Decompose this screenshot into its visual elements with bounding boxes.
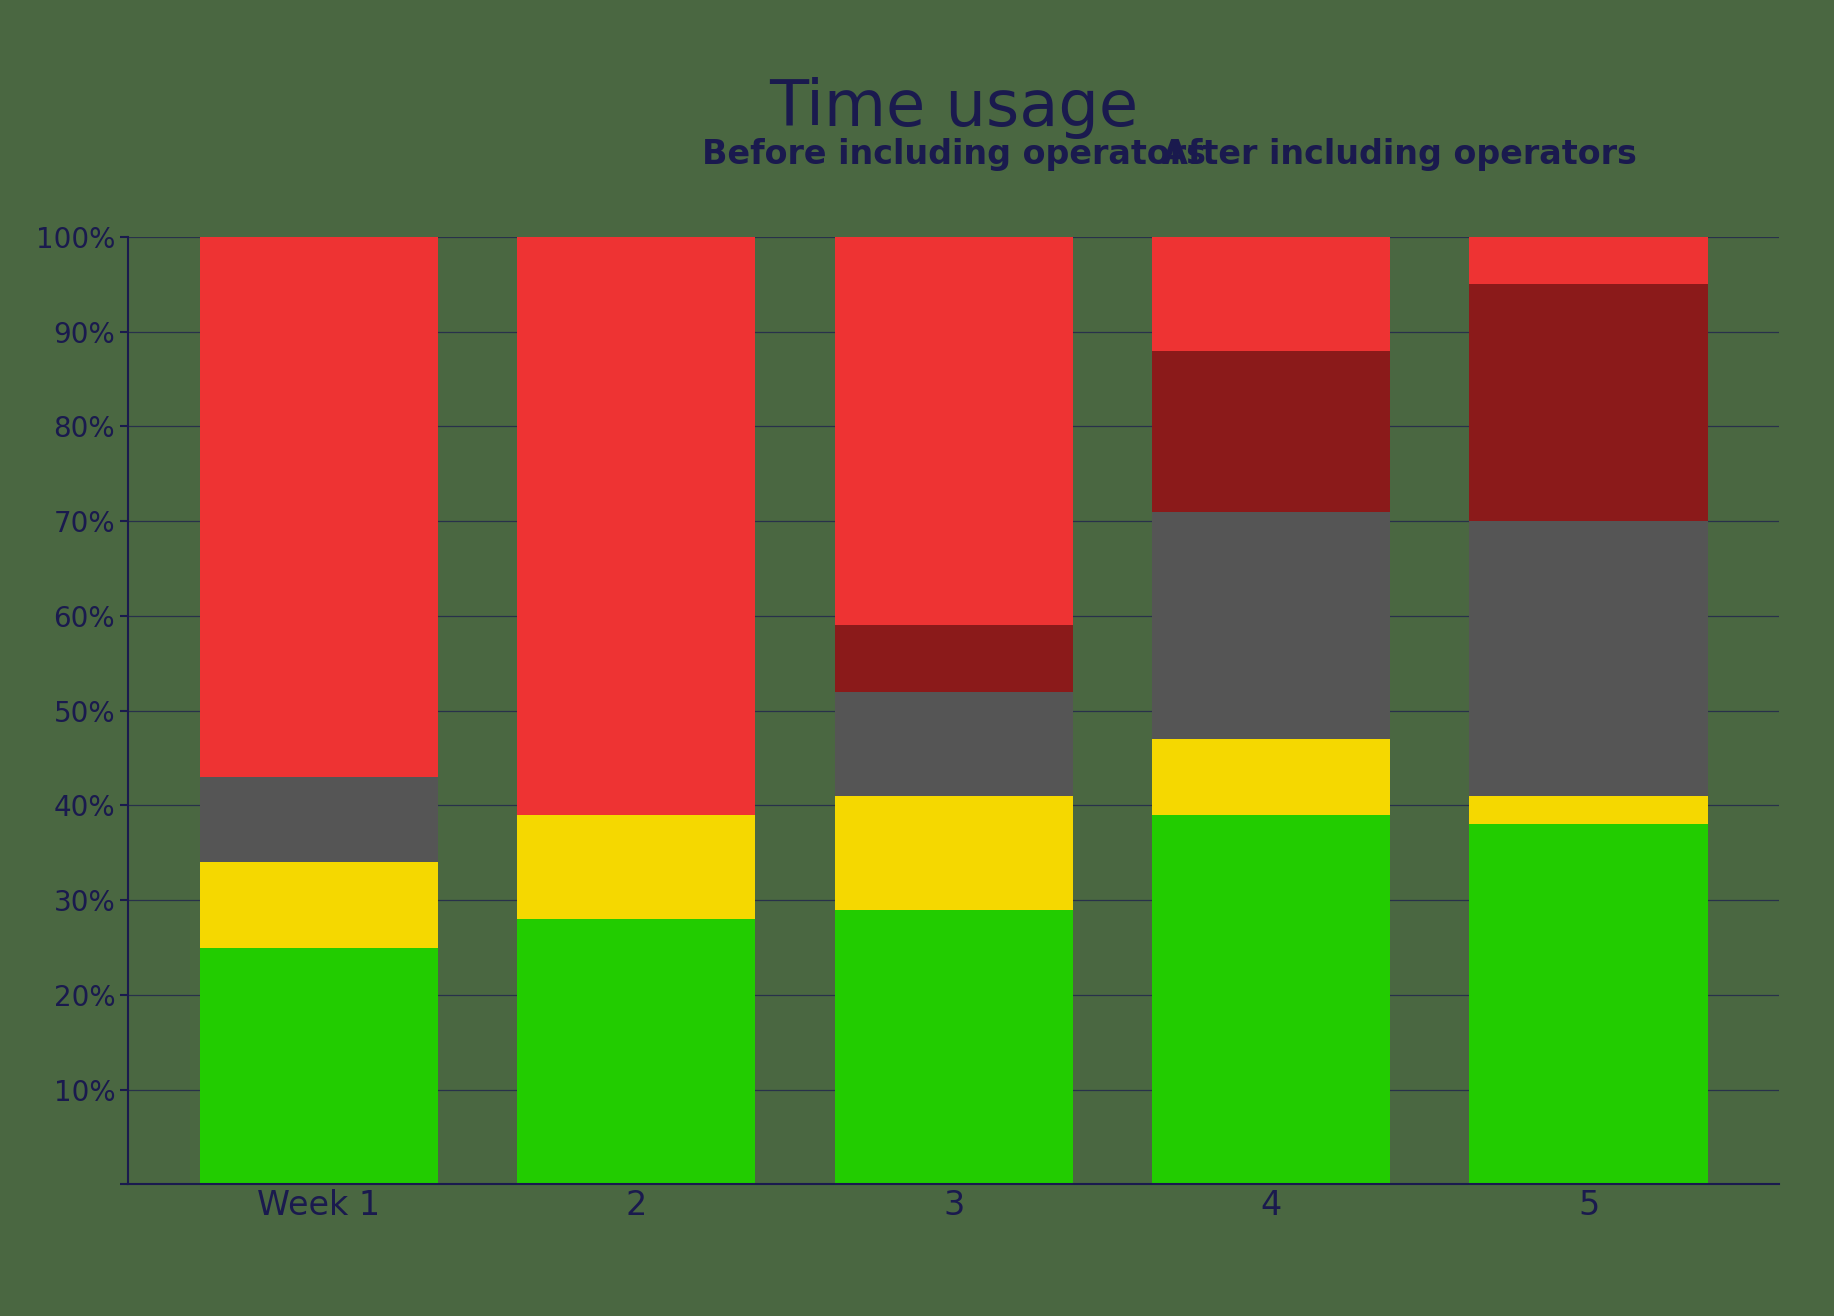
Bar	[1152, 237, 1390, 350]
Bar	[1152, 512, 1390, 740]
Bar	[1469, 237, 1707, 284]
Bar	[1469, 284, 1707, 521]
Bar	[1469, 521, 1707, 796]
Bar	[834, 625, 1073, 692]
Bar	[200, 948, 438, 1184]
Bar	[834, 237, 1073, 625]
Bar	[834, 909, 1073, 1184]
Title: Time usage: Time usage	[768, 76, 1139, 138]
Bar	[200, 776, 438, 862]
Bar	[200, 237, 438, 776]
Bar	[1152, 815, 1390, 1184]
Bar	[1152, 740, 1390, 815]
Bar	[1469, 824, 1707, 1184]
Bar	[834, 796, 1073, 909]
Bar	[1152, 350, 1390, 512]
Bar	[834, 692, 1073, 796]
Text: After including operators: After including operators	[1163, 138, 1636, 171]
Bar	[1469, 796, 1707, 824]
Text: Before including operators: Before including operators	[702, 138, 1205, 171]
Bar	[517, 815, 756, 919]
Bar	[200, 862, 438, 948]
Bar	[517, 919, 756, 1184]
Bar	[517, 237, 756, 815]
